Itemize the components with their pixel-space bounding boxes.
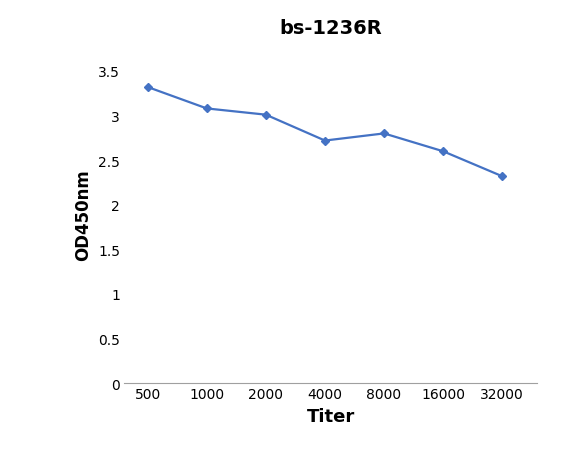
Y-axis label: OD450nm: OD450nm [75, 169, 93, 260]
X-axis label: Titer: Titer [306, 407, 355, 425]
Title: bs-1236R: bs-1236R [279, 19, 382, 38]
